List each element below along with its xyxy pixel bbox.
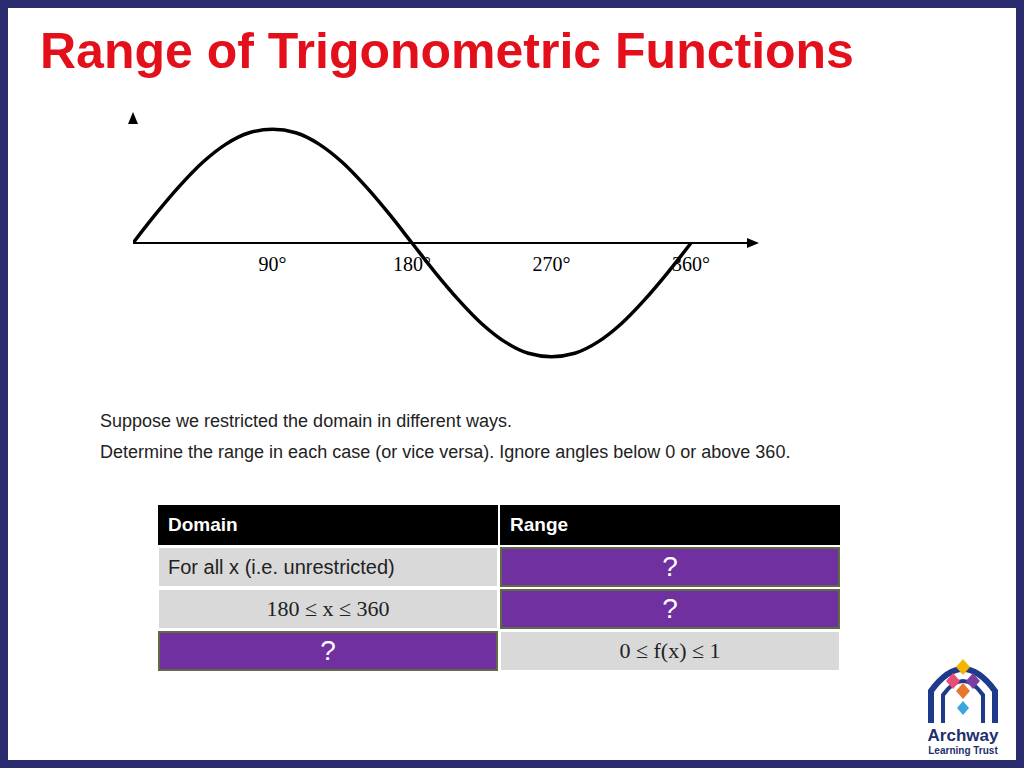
html-text:Archway: Archway bbox=[927, 726, 999, 745]
svg-text:180°: 180° bbox=[393, 253, 431, 275]
html-text:For all x (i.e. unrestricted): For all x (i.e. unrestricted) bbox=[168, 555, 395, 578]
svg-text:90°: 90° bbox=[259, 253, 287, 275]
html-text:Suppose we restricted the doma: Suppose we restricted the domain in diff… bbox=[100, 411, 512, 431]
html-text:0 ≤ f(x) ≤ 1: 0 ≤ f(x) ≤ 1 bbox=[619, 638, 721, 663]
html-text:Domain: Domain bbox=[168, 514, 238, 535]
html-text:180 ≤ x ≤ 360: 180 ≤ x ≤ 360 bbox=[266, 596, 390, 621]
html-text:Determine the range in each ca: Determine the range in each case (or vic… bbox=[100, 442, 791, 462]
html-text:Learning Trust: Learning Trust bbox=[928, 745, 998, 756]
svg-text:270°: 270° bbox=[533, 253, 571, 275]
svg-text:360°: 360° bbox=[672, 253, 710, 275]
html-text:Range of Trigonometric Functio: Range of Trigonometric Functions bbox=[40, 23, 854, 79]
html-text:Range: Range bbox=[510, 514, 569, 535]
